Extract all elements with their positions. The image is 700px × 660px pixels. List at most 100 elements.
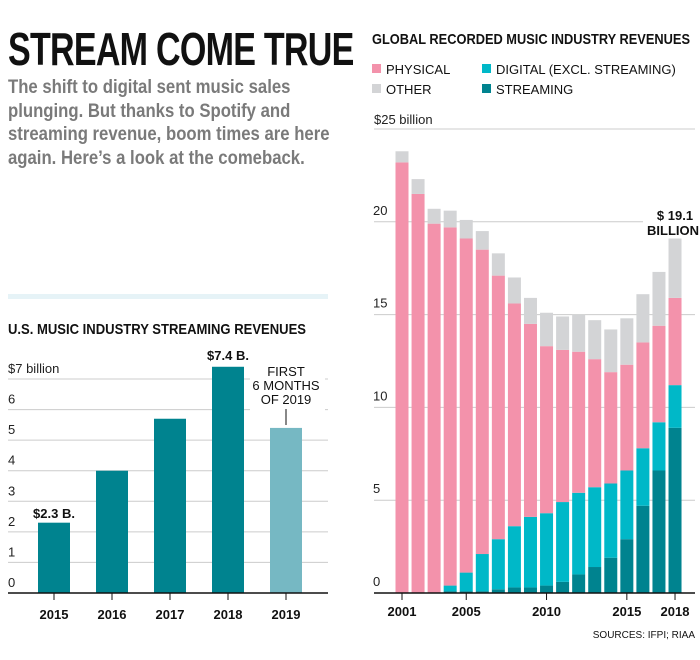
us-x-label: 2019 bbox=[272, 607, 301, 622]
dek: The shift to digital sent music sales pl… bbox=[8, 77, 330, 169]
legend-label: OTHER bbox=[386, 82, 432, 97]
us-bar-2017 bbox=[154, 418, 186, 593]
global-y-tick: 20 bbox=[373, 203, 387, 218]
us-partial-label-1: FIRST bbox=[267, 364, 305, 379]
global-bar-other-2001 bbox=[395, 151, 409, 163]
us-y-tick: 4 bbox=[8, 453, 15, 468]
us-y-tick: 2 bbox=[8, 514, 15, 529]
us-partial-label-2: 6 MONTHS bbox=[252, 378, 320, 393]
global-bar-other-2003 bbox=[427, 208, 441, 224]
global-bar-other-2018 bbox=[668, 238, 682, 298]
global-bar-physical-2010 bbox=[540, 346, 554, 514]
global-bar-other-2008 bbox=[507, 277, 521, 304]
global-bar-other-2014 bbox=[604, 329, 618, 373]
us-bar-2016 bbox=[96, 470, 128, 593]
global-total-label-2: BILLION bbox=[647, 223, 699, 238]
us-x-label: 2017 bbox=[156, 607, 185, 622]
us-y-tick: 0 bbox=[8, 575, 15, 590]
global-bar-physical-2012 bbox=[572, 351, 586, 493]
sources: SOURCES: IFPI; RIAA bbox=[593, 630, 696, 641]
us-y-tick: 6 bbox=[8, 392, 15, 407]
global-bar-digital-2005 bbox=[459, 572, 473, 592]
us-x-label: 2016 bbox=[98, 607, 127, 622]
legend-swatch-streaming bbox=[482, 84, 491, 93]
global-bar-physical-2006 bbox=[475, 249, 489, 555]
global-x-label: 2001 bbox=[388, 604, 417, 619]
global-bar-streaming-2013 bbox=[588, 567, 602, 593]
global-bar-digital-2004 bbox=[443, 585, 457, 592]
legend-label: PHYSICAL bbox=[386, 62, 450, 77]
global-y-tick: 10 bbox=[373, 388, 387, 403]
global-bar-streaming-2010 bbox=[540, 585, 554, 593]
global-bar-other-2002 bbox=[411, 179, 425, 194]
global-bar-streaming-2004 bbox=[443, 591, 457, 593]
global-bar-other-2013 bbox=[588, 320, 602, 360]
global-x-label: 2015 bbox=[612, 604, 641, 619]
global-bar-streaming-2015 bbox=[620, 539, 634, 593]
global-bar-other-2011 bbox=[556, 316, 570, 350]
global-bar-physical-2013 bbox=[588, 359, 602, 488]
global-bar-physical-2016 bbox=[636, 342, 650, 449]
global-bar-other-2005 bbox=[459, 219, 473, 239]
global-bar-digital-2017 bbox=[652, 422, 666, 471]
global-bar-digital-2018 bbox=[668, 385, 682, 428]
global-x-label: 2010 bbox=[532, 604, 561, 619]
global-bar-physical-2001 bbox=[395, 162, 409, 593]
global-bar-physical-2017 bbox=[652, 325, 666, 423]
global-bar-digital-2015 bbox=[620, 470, 634, 540]
global-bar-other-2015 bbox=[620, 318, 634, 365]
global-bar-other-2006 bbox=[475, 231, 489, 250]
global-bar-digital-2010 bbox=[540, 513, 554, 586]
global-bar-other-2012 bbox=[572, 314, 586, 352]
global-x-label: 2005 bbox=[452, 604, 481, 619]
divider bbox=[8, 294, 328, 299]
legend-label: STREAMING bbox=[496, 82, 573, 97]
legend-swatch-digital bbox=[482, 64, 491, 73]
us-bar-2015 bbox=[38, 522, 70, 593]
global-bar-physical-2009 bbox=[523, 323, 537, 517]
global-bar-other-2007 bbox=[491, 253, 505, 276]
global-bar-digital-2014 bbox=[604, 483, 618, 558]
us-y-tick: 1 bbox=[8, 544, 15, 559]
global-bar-digital-2007 bbox=[491, 539, 505, 590]
global-bar-other-2017 bbox=[652, 271, 666, 326]
global-bar-physical-2014 bbox=[604, 372, 618, 484]
global-bar-digital-2012 bbox=[572, 492, 586, 575]
global-bar-other-2009 bbox=[523, 297, 537, 324]
global-bar-other-2004 bbox=[443, 210, 457, 228]
us-bar-2018 bbox=[212, 366, 244, 593]
global-y-tick: 5 bbox=[373, 481, 380, 496]
global-bar-digital-2006 bbox=[475, 554, 489, 592]
us-y-tick: 5 bbox=[8, 422, 15, 437]
global-bar-physical-2018 bbox=[668, 297, 682, 386]
us-y-tick: 3 bbox=[8, 483, 15, 498]
global-bar-physical-2011 bbox=[556, 349, 570, 503]
global-bar-digital-2009 bbox=[523, 516, 537, 588]
us-max-label: $7.4 B. bbox=[207, 348, 249, 363]
global-y-tick: 15 bbox=[373, 296, 387, 311]
legend-label: DIGITAL (EXCL. STREAMING) bbox=[496, 62, 676, 77]
global-bar-digital-2016 bbox=[636, 448, 650, 506]
global-bar-physical-2003 bbox=[427, 223, 441, 593]
global-bar-streaming-2016 bbox=[636, 505, 650, 593]
legend-swatch-physical bbox=[372, 64, 381, 73]
global-total-label-1: $ 19.1 bbox=[657, 208, 693, 223]
global-bar-physical-2004 bbox=[443, 227, 457, 586]
headline: STREAM COME TRUE bbox=[8, 23, 354, 75]
global-bar-streaming-2014 bbox=[604, 557, 618, 593]
global-bar-streaming-2007 bbox=[491, 589, 505, 593]
global-bar-physical-2008 bbox=[507, 303, 521, 527]
global-bar-streaming-2005 bbox=[459, 591, 473, 593]
global-bar-digital-2013 bbox=[588, 487, 602, 568]
global-bar-physical-2007 bbox=[491, 275, 505, 540]
global-bar-digital-2011 bbox=[556, 502, 570, 582]
global-bar-physical-2002 bbox=[411, 193, 425, 593]
global-bar-streaming-2011 bbox=[556, 581, 570, 593]
us-bar-2019 bbox=[270, 427, 302, 593]
us-chart-title: U.S. MUSIC INDUSTRY STREAMING REVENUES bbox=[8, 321, 306, 338]
global-bar-streaming-2012 bbox=[572, 574, 586, 593]
global-bar-streaming-2008 bbox=[507, 587, 521, 593]
global-bar-physical-2005 bbox=[459, 238, 473, 573]
global-y-unit-label: $25 billion bbox=[374, 112, 433, 127]
